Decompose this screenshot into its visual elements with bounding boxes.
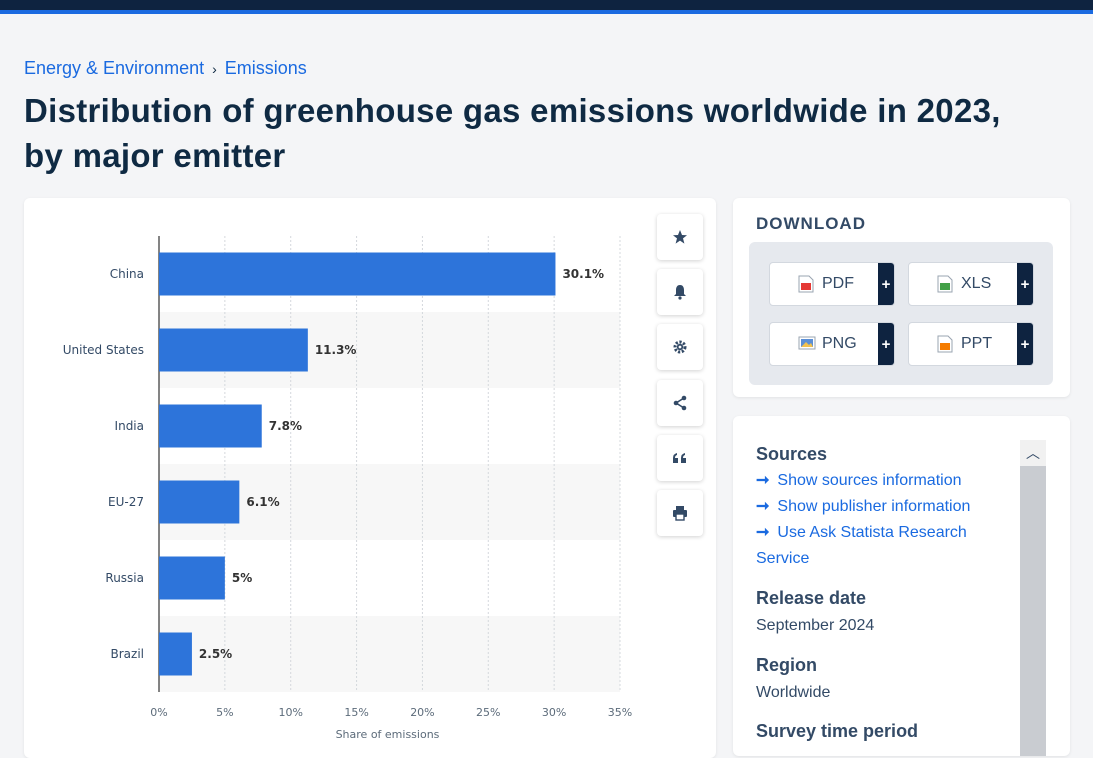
data-label: 5% <box>232 571 252 585</box>
survey-period-heading: Survey time period <box>756 721 919 741</box>
download-pdf-button[interactable]: PDF + <box>769 262 895 306</box>
bar-eu-27 <box>159 480 240 524</box>
info-scrollbar[interactable] <box>1020 440 1046 756</box>
breadcrumb: Energy & Environment › Emissions <box>24 58 307 79</box>
download-png-label: PNG <box>822 335 857 352</box>
png-file-icon <box>798 335 816 353</box>
scroll-up-button[interactable]: ︿ <box>1020 440 1046 466</box>
x-tick-label: 0% <box>150 706 167 719</box>
share-icon <box>673 395 687 411</box>
download-xls-label: XLS <box>961 275 992 292</box>
download-xls-button[interactable]: XLS + <box>908 262 1034 306</box>
category-label: EU-27 <box>108 495 144 509</box>
ppt-file-icon <box>937 335 953 353</box>
region-heading: Region <box>756 655 817 675</box>
x-tick-label: 15% <box>344 706 368 719</box>
bar-russia <box>159 556 225 600</box>
page-title: Distribution of greenhouse gas emissions… <box>24 92 1001 174</box>
x-tick-label: 5% <box>216 706 233 719</box>
region-value: Worldwide <box>756 684 831 701</box>
x-tick-label: 35% <box>608 706 632 719</box>
pdf-file-icon <box>798 275 814 293</box>
release-date-heading: Release date <box>756 588 867 608</box>
download-card: DOWNLOAD PDF + XLS + PNG + PPT + <box>733 198 1070 397</box>
bar-united-states <box>159 328 308 372</box>
category-label: United States <box>63 343 144 357</box>
bar-india <box>159 404 262 448</box>
category-label: India <box>115 419 144 433</box>
ask-statista-label: Use Ask Statista Research Service <box>756 524 967 567</box>
breadcrumb-energy-link[interactable]: Energy & Environment <box>24 58 205 78</box>
show-publisher-link[interactable]: ➞ Show publisher information <box>756 494 1001 520</box>
bar-china <box>159 252 556 296</box>
star-icon <box>673 230 687 244</box>
bar-chart: 0% 5% 10% 15% 20% 25% 30% 35% China 30.1% United S… <box>63 236 632 741</box>
x-axis-title: Share of emissions <box>336 728 440 741</box>
x-tick-label: 30% <box>542 706 566 719</box>
download-ppt-button[interactable]: PPT + <box>908 322 1034 366</box>
xls-file-icon <box>937 275 953 293</box>
gear-icon <box>673 340 687 354</box>
data-label: 30.1% <box>562 267 604 281</box>
download-ppt-label: PPT <box>961 335 993 352</box>
category-label: China <box>110 267 144 281</box>
share-button[interactable] <box>657 380 703 426</box>
citation-button[interactable] <box>657 435 703 481</box>
statistic-info-card: Sources ➞ Show sources information ➞ Show … <box>733 416 1070 756</box>
print-icon <box>673 506 687 521</box>
x-tick-label: 20% <box>410 706 434 719</box>
bar-brazil <box>159 632 192 676</box>
settings-button[interactable] <box>657 324 703 370</box>
category-label: Brazil <box>111 647 145 661</box>
chevron-up-icon: ︿ <box>1026 445 1040 461</box>
quote-icon <box>673 453 686 463</box>
category-label: Russia <box>105 571 144 585</box>
arrow-right-icon: ➞ <box>756 472 770 489</box>
notification-button[interactable] <box>657 269 703 315</box>
download-png-plus[interactable]: + <box>878 323 894 365</box>
download-pdf-label: PDF <box>822 275 854 292</box>
data-label: 2.5% <box>199 647 232 661</box>
release-date-value: September 2024 <box>756 617 875 634</box>
download-png-button[interactable]: PNG + <box>769 322 895 366</box>
download-ppt-plus[interactable]: + <box>1017 323 1033 365</box>
show-sources-link[interactable]: ➞ Show sources information <box>756 468 1001 494</box>
download-pdf-plus[interactable]: + <box>878 263 894 305</box>
show-publisher-label: Show publisher information <box>777 498 971 515</box>
data-label: 7.8% <box>269 419 302 433</box>
download-heading: DOWNLOAD <box>756 214 866 233</box>
x-tick-label: 25% <box>476 706 500 719</box>
favorite-button[interactable] <box>657 214 703 260</box>
show-sources-label: Show sources information <box>777 472 962 489</box>
chart-card: 0% 5% 10% 15% 20% 25% 30% 35% China 30.1% United S… <box>24 198 716 758</box>
ask-statista-link[interactable]: ➞ Use Ask Statista Research Service <box>756 520 1001 572</box>
row-band <box>159 616 620 692</box>
breadcrumb-emissions-link[interactable]: Emissions <box>224 58 307 78</box>
breadcrumb-separator: › <box>212 60 217 77</box>
top-navigation-bar <box>0 0 1093 14</box>
arrow-right-icon: ➞ <box>756 524 770 541</box>
data-label: 6.1% <box>246 495 279 509</box>
bell-icon <box>674 285 686 300</box>
print-button[interactable] <box>657 490 703 536</box>
data-label: 11.3% <box>315 343 357 357</box>
arrow-right-icon: ➞ <box>756 498 770 515</box>
download-panel: PDF + XLS + PNG + PPT + <box>749 242 1053 385</box>
download-xls-plus[interactable]: + <box>1017 263 1033 305</box>
sources-heading: Sources <box>756 444 828 464</box>
x-tick-label: 10% <box>278 706 302 719</box>
